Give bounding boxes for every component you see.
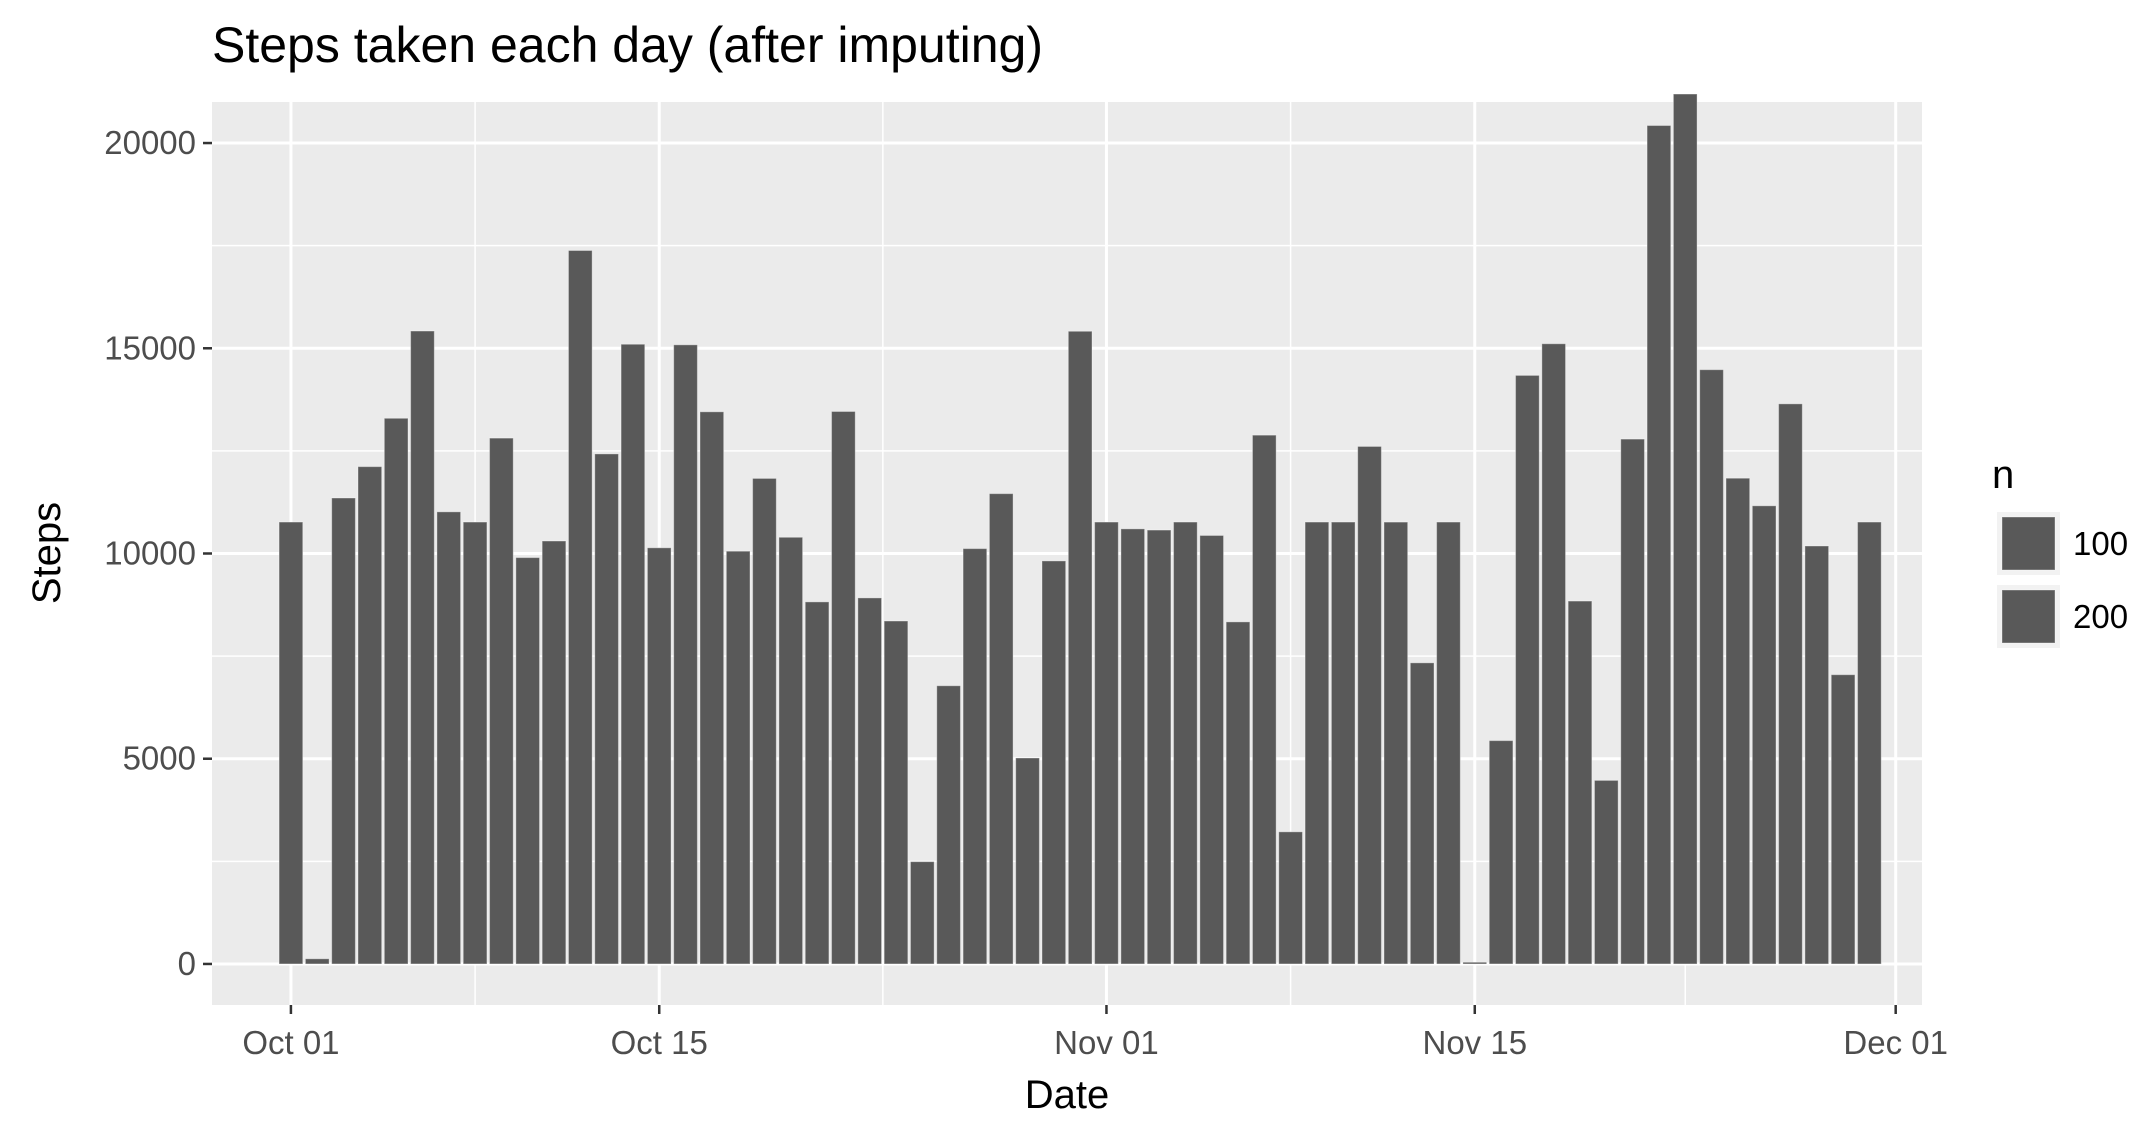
- bar: [1462, 961, 1488, 965]
- bar: [1751, 505, 1777, 965]
- bar: [1199, 534, 1225, 965]
- x-tick-label: Nov 15: [1422, 1024, 1527, 1061]
- bar: [1515, 374, 1540, 965]
- y-tick-label: 10000: [104, 535, 196, 572]
- bar: [515, 557, 541, 965]
- bar: [699, 411, 725, 965]
- legend-key-swatch: [2001, 589, 2056, 644]
- bar: [1383, 521, 1409, 965]
- bar: [489, 437, 514, 965]
- bar: [1278, 831, 1303, 965]
- chart-title: Steps taken each day (after imputing): [212, 17, 1043, 73]
- bar: [778, 536, 804, 965]
- x-axis-title: Date: [1025, 1073, 1110, 1117]
- bar: [962, 548, 988, 965]
- bar: [1330, 521, 1356, 965]
- bar: [541, 540, 567, 965]
- bar: [1357, 445, 1382, 965]
- x-tick-label: Nov 01: [1054, 1024, 1159, 1061]
- bar: [567, 250, 593, 965]
- bar: [1173, 521, 1198, 965]
- bar: [1672, 93, 1698, 965]
- bar: [1304, 521, 1330, 965]
- bar: [462, 521, 488, 965]
- bar: [1646, 125, 1672, 965]
- bar: [1567, 600, 1593, 965]
- bar: [1225, 621, 1251, 965]
- bar: [857, 597, 883, 965]
- bar: [1146, 529, 1172, 965]
- bar: [410, 330, 435, 965]
- bar: [1620, 438, 1645, 965]
- bar: [1015, 757, 1040, 965]
- bar: [1436, 521, 1461, 965]
- bar: [1041, 560, 1067, 965]
- y-tick-label: 5000: [123, 740, 196, 777]
- bars: [278, 93, 1882, 965]
- bar: [620, 343, 646, 965]
- bar: [357, 466, 383, 965]
- bar: [988, 493, 1014, 965]
- bar: [1094, 521, 1119, 965]
- bar: [752, 477, 777, 965]
- bar: [278, 521, 304, 965]
- bar: [1804, 545, 1830, 965]
- bar: [594, 453, 619, 965]
- x-axis: Oct 01 Oct 15 Nov 01 Nov 15 Dec 01: [242, 1005, 1948, 1061]
- legend-entry-label: 200: [2073, 598, 2128, 635]
- x-tick-label: Oct 15: [611, 1024, 708, 1061]
- bar: [1725, 477, 1751, 965]
- x-tick-label: Dec 01: [1843, 1024, 1948, 1061]
- bar: [1409, 662, 1435, 965]
- y-tick-label: 20000: [104, 124, 196, 161]
- legend-entry-label: 100: [2073, 525, 2128, 562]
- bar: [331, 497, 356, 965]
- y-tick-label: 15000: [104, 329, 196, 366]
- bar: [673, 344, 698, 965]
- bar: [1593, 779, 1619, 965]
- y-tick-label: 0: [178, 945, 196, 982]
- bar: [909, 861, 935, 965]
- bar: [883, 620, 909, 965]
- legend-key-swatch: [2001, 516, 2056, 571]
- bar: [1778, 403, 1803, 965]
- bar: [1251, 434, 1277, 965]
- bar: [1120, 528, 1146, 965]
- bar: [1830, 674, 1856, 965]
- legend: n 100 200: [1992, 453, 2128, 648]
- bar: [1488, 740, 1514, 965]
- bar: [1541, 343, 1567, 965]
- bar: [936, 685, 961, 965]
- bar: [646, 547, 672, 965]
- bar: [1067, 330, 1093, 965]
- y-axis-title: Steps: [25, 502, 69, 604]
- legend-title: n: [1992, 453, 2014, 497]
- bar: [304, 958, 330, 965]
- bar: [831, 410, 856, 965]
- bar: [436, 511, 462, 965]
- bar: [804, 601, 830, 965]
- x-tick-label: Oct 01: [242, 1024, 339, 1061]
- bar: [1857, 521, 1882, 965]
- bar: [1699, 369, 1724, 965]
- y-axis: 0 5000 10000 15000 20000: [104, 124, 212, 982]
- bar: [725, 550, 751, 965]
- bar: [383, 417, 409, 965]
